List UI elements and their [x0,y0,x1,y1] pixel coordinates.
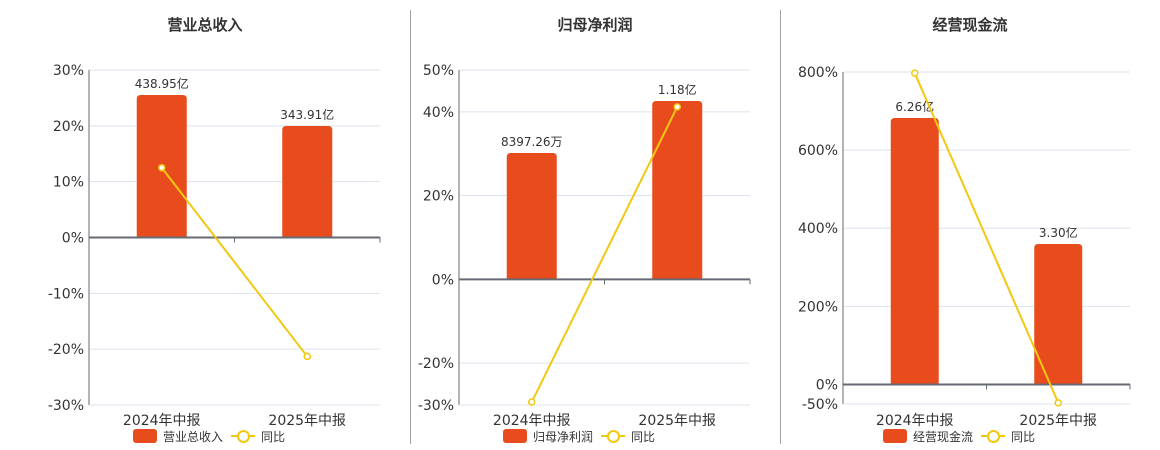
y-tick-label: 400% [798,221,838,237]
x-tick-label: 2025年中报 [268,413,346,429]
chart-panel-operating-cashflow: 经营现金流 800% 600% 400% 200% 0% -50% 6.26亿 2024年中报 3… [780,0,1160,450]
chart-plot: 50% 40% 20% 0% -20% -30% 8397.26万 2024年中报 1.18亿 2… [418,63,751,429]
chart-panel-net-profit: 归母净利润 50% 40% 20% 0% -20% -30% 8397.26万 2024年中报 1… [410,0,780,450]
bar[interactable] [506,153,557,280]
y-tick-label: -30% [418,398,454,414]
y-tick-label: -20% [48,342,84,358]
y-tick-label: -20% [418,356,454,372]
x-tick-label: 2024年中报 [876,413,954,429]
bar[interactable] [652,101,703,280]
chart-legend: 经营现金流 同比 [883,427,1035,445]
bar-value-label: 6.26亿 [895,99,934,114]
y-tick-label: 30% [53,63,84,79]
panel-divider [780,10,781,444]
x-tick-label: 2024年中报 [493,413,571,429]
chart-panel-revenue: 营业总收入 30% 20% 10% 0% -10% -20% -30% 438.95亿 2024年… [0,0,410,450]
x-tick-label: 2025年中报 [638,413,716,429]
legend-bar-label[interactable]: 营业总收入 [163,429,224,444]
legend-bar-swatch[interactable] [503,429,527,443]
yoy-line [160,167,309,358]
chart-title: 归母净利润 [557,16,633,34]
legend-bar-label[interactable]: 经营现金流 [913,429,974,444]
y-tick-label: -10% [48,286,84,302]
x-tick-label: 2025年中报 [1019,413,1097,429]
bar-value-label: 8397.26万 [501,135,563,149]
yoy-point[interactable] [673,103,681,111]
yoy-line [530,106,679,403]
chart-legend: 归母净利润 同比 [503,427,655,445]
legend-line-icon[interactable] [231,429,256,443]
legend-line-icon[interactable] [981,429,1006,443]
chart-plot: 30% 20% 10% 0% -10% -20% -30% 438.95亿 2024年中报 343… [48,63,381,429]
yoy-point[interactable] [158,163,166,172]
legend-bar-label[interactable]: 归母净利润 [533,429,594,444]
y-tick-label: 40% [423,105,454,121]
y-tick-label: 50% [423,63,454,79]
legend-bar-swatch[interactable] [883,429,907,443]
y-tick-label: 20% [423,189,454,205]
bar-value-label: 1.18亿 [658,82,697,97]
legend-line-label[interactable]: 同比 [261,429,286,444]
yoy-point[interactable] [1054,399,1062,407]
legend-line-label[interactable]: 同比 [1011,429,1036,444]
yoy-point[interactable] [911,69,919,77]
y-tick-label: 200% [798,299,838,315]
x-tick-label: 2024年中报 [123,413,201,429]
y-tick-label: -30% [48,398,84,414]
bar-value-label: 438.95亿 [135,76,189,91]
y-tick-label: 0% [432,272,454,288]
bar-value-label: 3.30亿 [1039,225,1078,240]
bar[interactable] [1034,244,1083,385]
y-tick-label: -50% [802,397,838,413]
chart-title: 营业总收入 [167,16,243,34]
yoy-point[interactable] [303,352,311,361]
legend-line-label[interactable]: 同比 [631,429,656,444]
yoy-line [913,72,1060,404]
y-tick-label: 20% [53,119,84,135]
panel-divider [410,10,411,444]
bar[interactable] [282,126,333,238]
y-tick-label: 0% [816,377,838,393]
y-tick-label: 10% [53,175,84,191]
bar-value-label: 343.91亿 [280,107,334,122]
y-tick-label: 0% [62,231,84,247]
legend-line-icon[interactable] [601,429,626,443]
legend-bar-swatch[interactable] [133,429,157,443]
chart-plot: 800% 600% 400% 200% 0% -50% 6.26亿 2024年中报 3.30亿 2… [798,65,1131,429]
chart-title: 经营现金流 [932,16,1008,34]
bar[interactable] [890,118,939,385]
y-tick-label: 800% [798,65,838,81]
chart-legend: 营业总收入 同比 [133,427,285,445]
yoy-point[interactable] [528,398,536,406]
y-tick-label: 600% [798,143,838,159]
